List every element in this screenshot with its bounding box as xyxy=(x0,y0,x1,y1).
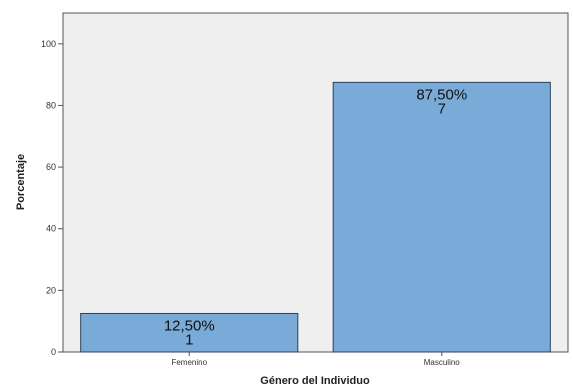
x-axis-title: Género del Individuo xyxy=(260,375,370,387)
y-tick-label: 80 xyxy=(46,100,56,110)
y-axis: 0 20 40 60 80 100 xyxy=(41,39,63,357)
y-tick-label: 60 xyxy=(46,162,56,172)
y-tick-label: 0 xyxy=(51,347,56,357)
bar-count-label: 1 xyxy=(185,331,193,348)
y-tick-label: 20 xyxy=(46,285,56,295)
x-axis: Femenino Masculino xyxy=(171,352,460,367)
y-axis-title: Porcentaje xyxy=(15,154,27,210)
bar-masculino xyxy=(332,81,551,353)
bar-count-label: 7 xyxy=(438,100,446,117)
x-tick-label: Femenino xyxy=(171,358,207,367)
bar-percent-label: 87,50% xyxy=(416,86,467,103)
bar-percent-label: 12,50% xyxy=(164,317,215,334)
y-tick-label: 40 xyxy=(46,224,56,234)
x-tick-label: Masculino xyxy=(424,358,461,367)
bar-femenino xyxy=(80,312,299,353)
y-tick-label: 100 xyxy=(41,39,56,49)
bars-group: 12,50%1 87,50%7 xyxy=(80,81,551,353)
